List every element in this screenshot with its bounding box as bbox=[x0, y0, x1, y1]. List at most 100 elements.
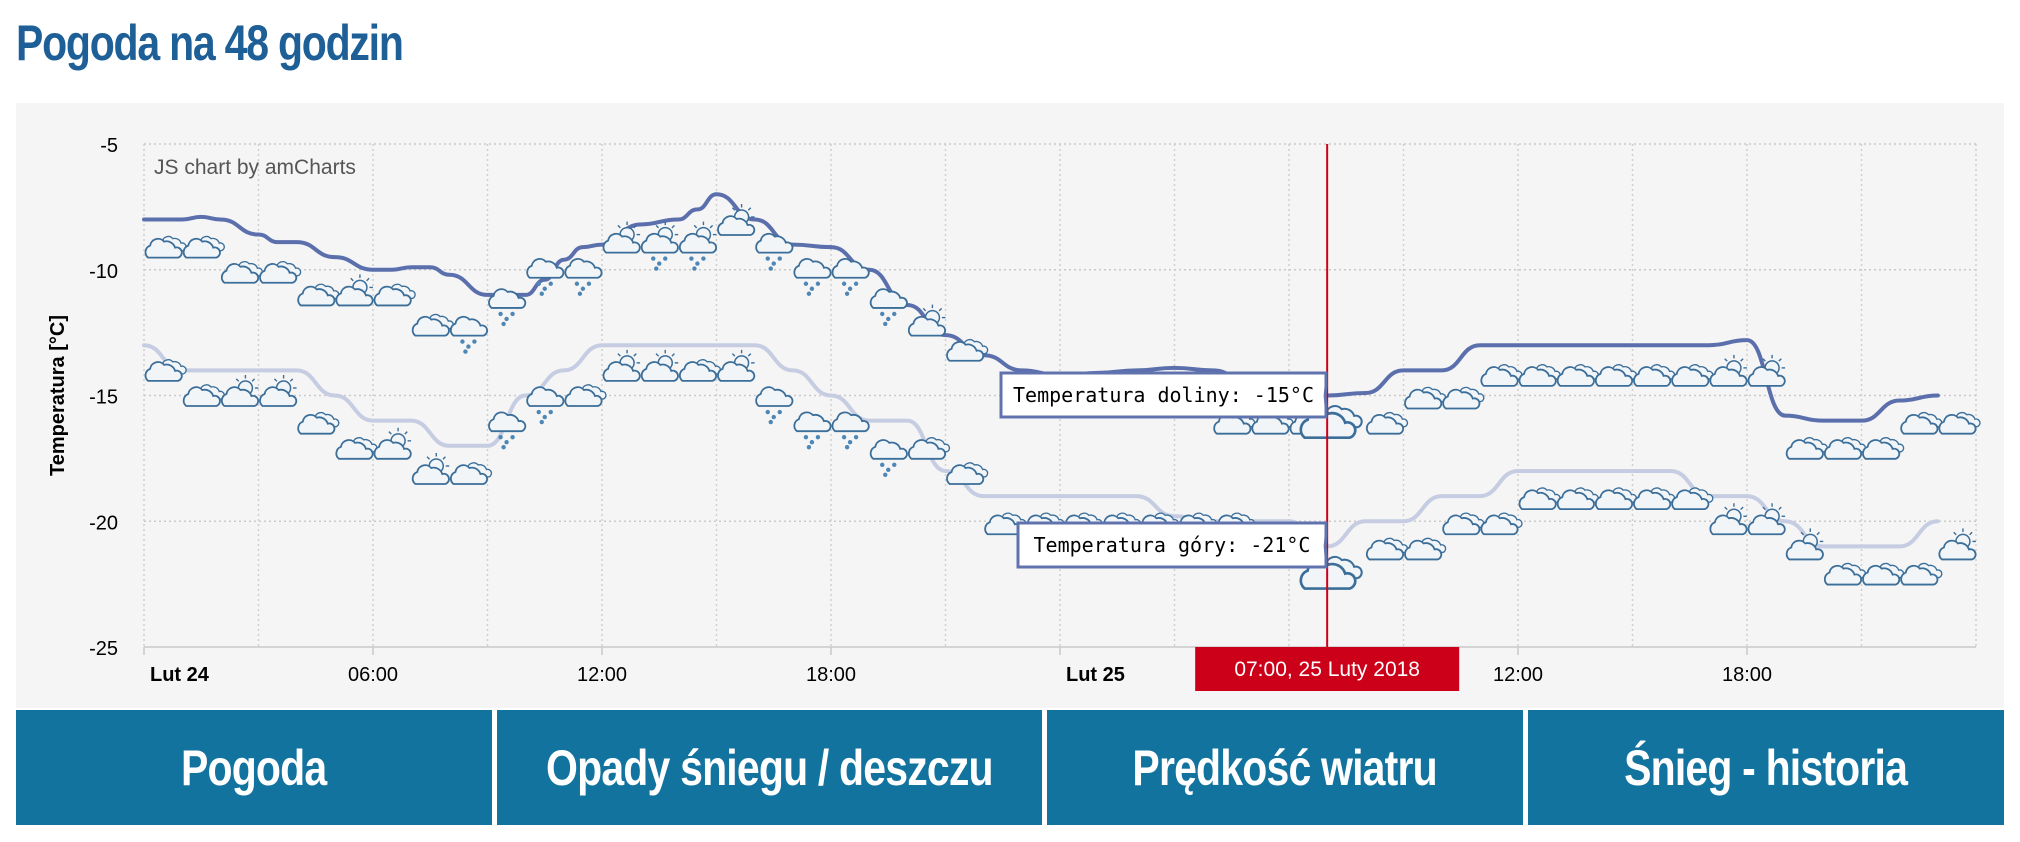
cursor-label-bg bbox=[1195, 647, 1460, 691]
weather-icon-cloudy bbox=[1556, 487, 1599, 511]
weather-icon-sun-cloud bbox=[1938, 528, 1977, 561]
cloud-shape bbox=[1404, 539, 1443, 561]
snow-dot bbox=[657, 261, 662, 266]
snow-dot bbox=[548, 281, 553, 286]
cloud-shape bbox=[1785, 539, 1824, 561]
balloon-box bbox=[999, 371, 1328, 419]
weather-icon-cloudy bbox=[297, 411, 340, 435]
weather-icon-sun-cloud bbox=[717, 349, 756, 382]
cloud-shape bbox=[1938, 539, 1977, 561]
cloud-shape bbox=[640, 361, 679, 382]
weather-icon-cloudy bbox=[946, 462, 989, 485]
snow-dot bbox=[806, 291, 812, 296]
snow-dot bbox=[892, 462, 897, 468]
snow-dot bbox=[536, 281, 541, 286]
cloud-shape bbox=[373, 439, 412, 460]
cloud-shape bbox=[220, 386, 260, 407]
cloud-shape bbox=[869, 288, 908, 309]
amcharts-credit[interactable]: JS chart by amCharts bbox=[154, 156, 356, 179]
weather-icon-cloudy bbox=[1862, 562, 1905, 586]
weather-icon-sun-cloud bbox=[1709, 354, 1748, 387]
weather-icon-sun-cloud bbox=[411, 452, 450, 485]
snow-dot bbox=[472, 339, 477, 344]
weather-icon-snow bbox=[488, 288, 527, 327]
weather-icon-cloudy bbox=[678, 359, 722, 382]
cloud-shape bbox=[526, 386, 565, 407]
weather-icon-cloudy bbox=[1594, 364, 1638, 387]
cloud-shape bbox=[297, 413, 336, 435]
chart-cursor: Temperatura doliny: -15°C Temperatura gór… bbox=[999, 144, 1460, 691]
snow-dot bbox=[663, 256, 668, 261]
tab-pogoda[interactable]: Pogoda bbox=[16, 710, 493, 825]
weather-icon-sun-cloud bbox=[373, 427, 412, 460]
snow-dot bbox=[654, 266, 659, 271]
snow-dot bbox=[765, 409, 770, 415]
weather-icon-cloudy bbox=[1518, 487, 1561, 511]
sun-ray bbox=[1740, 506, 1744, 511]
snow-dot bbox=[498, 311, 503, 317]
x-tick-label: 06:00 bbox=[348, 664, 398, 686]
weather-icon-snow bbox=[449, 315, 489, 354]
weather-icon-cloudy bbox=[1671, 487, 1714, 511]
snow-dot bbox=[841, 434, 847, 440]
weather-icon-sun-cloud bbox=[1747, 354, 1786, 387]
cloud-shape bbox=[831, 411, 870, 433]
temperature-chart[interactable]: -5 -10 -15 -20 -25 Lut 24 06:00 12:00 18:00 Lut 2… bbox=[16, 103, 2004, 708]
snow-dot bbox=[844, 444, 850, 450]
snow-dot bbox=[586, 281, 592, 286]
snow-dot bbox=[765, 256, 770, 261]
tab-opady[interactable]: Opady śniegu / deszczu bbox=[497, 710, 1042, 825]
snow-dot bbox=[880, 462, 885, 468]
cloud-shape bbox=[411, 315, 450, 337]
cloud-shape bbox=[678, 232, 718, 254]
weather-icon-sun-cloud bbox=[602, 349, 641, 382]
weather-icon-sun-cloud bbox=[259, 375, 298, 407]
cloud-shape bbox=[564, 258, 603, 279]
snow-dot bbox=[504, 439, 509, 445]
weather-icon-cloudy bbox=[182, 384, 225, 407]
cloud-shape bbox=[602, 361, 641, 382]
cloud-shape bbox=[1556, 489, 1595, 511]
cloud-shape bbox=[1480, 514, 1519, 536]
cloud-shape bbox=[259, 386, 298, 407]
sun-ray bbox=[1953, 531, 1957, 536]
cloud-shape bbox=[335, 285, 374, 307]
snow-dot bbox=[692, 266, 697, 271]
cloud-shape bbox=[793, 258, 832, 279]
series-line-1 bbox=[142, 343, 1940, 549]
snow-dot bbox=[809, 439, 815, 445]
cloud-shape bbox=[182, 237, 221, 259]
tab-snieg-historia[interactable]: Śnieg - historia bbox=[1527, 710, 2004, 825]
snow-dot bbox=[768, 419, 773, 425]
tab-pogoda-label: Pogoda bbox=[181, 739, 327, 796]
weather-icon-cloudy bbox=[1633, 364, 1676, 387]
cloud-shape bbox=[1365, 413, 1405, 435]
tab-predkosc-wiatru[interactable]: Prędkość wiatru bbox=[1046, 710, 1523, 825]
cloud-shape bbox=[1442, 388, 1481, 410]
weather-icon-sun-cloud bbox=[602, 221, 641, 254]
snow-dot bbox=[883, 472, 888, 478]
cloud-shape bbox=[717, 361, 756, 382]
cloud-shape bbox=[1633, 366, 1672, 387]
weather-icon-snow bbox=[793, 411, 832, 450]
sun-ray bbox=[1816, 531, 1820, 536]
weather-icon-sun-snow bbox=[678, 221, 718, 271]
sun-ray bbox=[273, 378, 278, 382]
weather-icon-cloudy bbox=[1938, 411, 1981, 435]
cloud-shape bbox=[755, 232, 794, 254]
balloon-text: Temperatura doliny: -15°C bbox=[1013, 383, 1314, 407]
snow-dot bbox=[768, 266, 773, 271]
snow-dot bbox=[777, 256, 782, 261]
snow-dot bbox=[886, 316, 891, 322]
weather-icon-snow bbox=[831, 258, 870, 296]
sun-ray bbox=[747, 207, 752, 211]
sun-ray bbox=[731, 353, 736, 357]
sun-ray bbox=[1724, 358, 1728, 362]
cloud-shape bbox=[1900, 413, 1939, 435]
weather-icon-sun-cloud bbox=[640, 349, 679, 382]
weather-icon-sun-cloud bbox=[1709, 503, 1748, 536]
cloud-shape bbox=[640, 232, 679, 254]
x-tick-label: 12:00 bbox=[1493, 664, 1543, 686]
snow-dot bbox=[577, 291, 583, 296]
sun-ray bbox=[1969, 531, 1973, 536]
